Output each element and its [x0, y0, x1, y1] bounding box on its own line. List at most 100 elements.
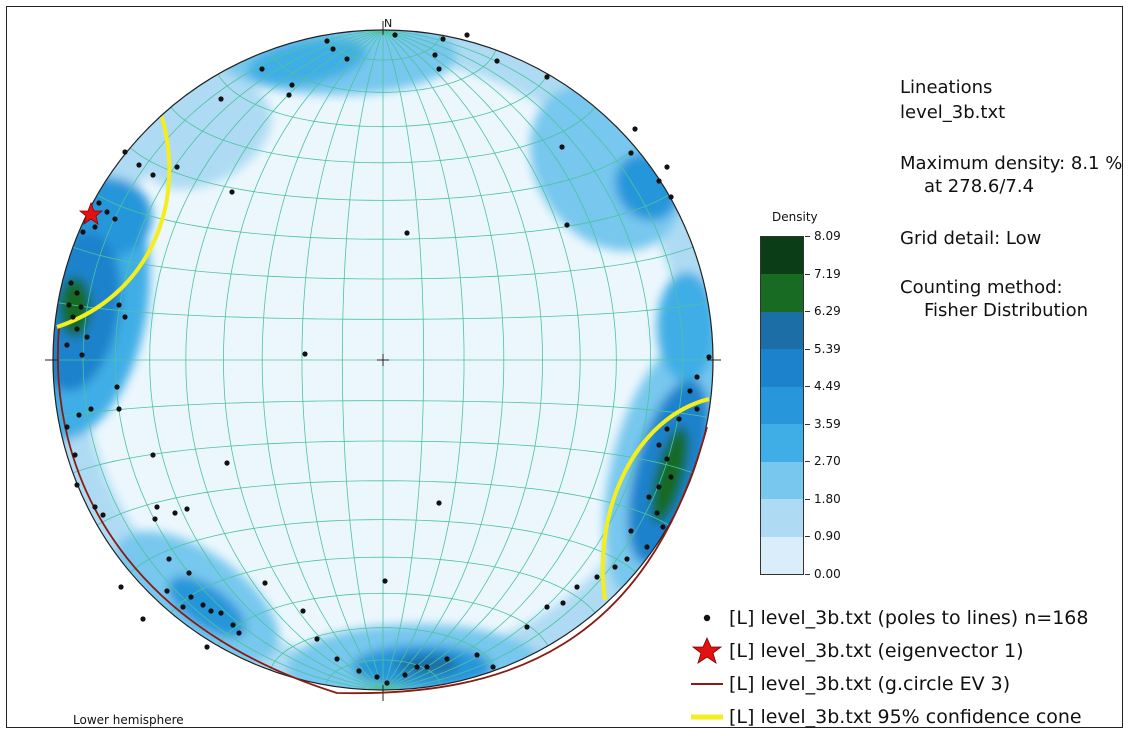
dot-icon: [687, 604, 727, 632]
counting-method-value: Fisher Distribution: [924, 300, 1089, 321]
colorbar-band: [761, 424, 803, 462]
pole-point: [92, 224, 98, 230]
pole-point: [72, 452, 78, 458]
colorbar-tick-label: 4.49: [814, 379, 841, 394]
pole-point: [300, 608, 306, 614]
pole-point: [444, 656, 450, 662]
pole-point: [79, 352, 85, 358]
colorbar-tick-label: 3.59: [814, 416, 841, 431]
legend-item: [L] level_3b.txt (g.circle EV 3): [687, 670, 1010, 698]
pole-point: [694, 374, 700, 380]
colorbar-tick: [805, 236, 810, 237]
legend-item: [L] level_3b.txt (poles to lines) n=168: [687, 604, 1089, 632]
pole-point: [78, 304, 84, 310]
pole-point: [440, 36, 446, 42]
cardinal-ticks: [45, 21, 721, 701]
confidence-cone-east: [600, 397, 710, 601]
pole-point: [229, 189, 235, 195]
pole-point: [74, 290, 80, 296]
legend-label: [L] level_3b.txt (eigenvector 1): [729, 640, 1024, 662]
pole-point: [574, 584, 580, 590]
pole-point: [694, 406, 700, 412]
pole-point: [524, 624, 530, 630]
pole-point: [384, 680, 390, 686]
pole-point: [122, 149, 128, 155]
pole-point: [204, 644, 210, 650]
pole-point: [208, 608, 214, 614]
pole-point: [74, 326, 80, 332]
pole-point: [668, 474, 674, 480]
pole-point: [436, 500, 442, 506]
pole-point: [164, 588, 170, 594]
colorbar-tick-label: 7.19: [814, 266, 841, 281]
stereonet: [45, 21, 721, 701]
colorbar-band: [761, 349, 803, 387]
pole-point: [559, 144, 565, 150]
pole-point: [334, 656, 340, 662]
pole-point: [184, 506, 190, 512]
colorbar-tick: [805, 273, 810, 275]
pole-point: [259, 66, 265, 72]
colorbar-tick-label: 0.90: [814, 529, 841, 544]
density-colorbar: [760, 236, 804, 575]
pole-point: [436, 66, 442, 72]
pole-point: [656, 484, 662, 490]
pole-point: [104, 209, 110, 215]
pole-point: [174, 164, 180, 170]
colorbar-band: [761, 386, 803, 425]
pole-point: [172, 510, 178, 516]
colorbar-tick: [805, 423, 810, 425]
colorbar-band: [761, 499, 803, 537]
colorbar-tick: [805, 311, 810, 313]
pole-point: [140, 616, 146, 622]
pole-point: [112, 216, 118, 222]
north-label: N: [384, 17, 393, 30]
pole-point: [324, 38, 330, 44]
pole-point: [628, 150, 634, 156]
pole-point: [200, 602, 206, 608]
pole-point: [302, 351, 308, 357]
colorbar-band: [761, 237, 803, 275]
pole-point: [286, 92, 292, 98]
pole-point: [664, 426, 670, 432]
pole-point: [230, 622, 236, 628]
legend-label: [L] level_3b.txt (g.circle EV 3): [729, 673, 1011, 695]
pole-point: [150, 172, 156, 178]
colorbar-tick-label: 2.70: [814, 454, 841, 469]
legend-label: [L] level_3b.txt 95% confidence cone: [729, 706, 1082, 728]
pole-point: [676, 416, 682, 422]
pole-point: [624, 556, 630, 562]
pole-point: [404, 230, 410, 236]
pole-point: [402, 672, 408, 678]
colorbar-tick-label: 5.39: [814, 341, 841, 356]
pole-point: [218, 96, 224, 102]
thick-line-icon: [687, 703, 727, 731]
pole-point: [80, 229, 86, 235]
colorbar-band: [761, 311, 803, 350]
plot-frame: N Lower hemisphere Lineations level_3b.t…: [6, 6, 1123, 728]
pole-point: [330, 46, 336, 52]
colorbar-tick: [805, 348, 810, 350]
pole-point: [92, 504, 98, 510]
colorbar-tick-label: 6.29: [814, 304, 841, 319]
colorbar-tick: [805, 574, 810, 575]
pole-point: [76, 412, 82, 418]
eigenvector-star: [78, 201, 104, 225]
pole-point: [564, 222, 570, 228]
pole-point: [218, 610, 224, 616]
pole-point: [122, 314, 128, 320]
pole-point: [154, 504, 160, 510]
colorbar-band: [761, 536, 803, 574]
pole-point: [382, 578, 388, 584]
info-file: level_3b.txt: [900, 102, 1006, 123]
pole-point: [236, 630, 242, 636]
max-density-location: at 278.6/7.4: [924, 176, 1035, 197]
colorbar-tick-label: 0.00: [814, 567, 841, 581]
grid-detail-text: Grid detail: Low: [900, 228, 1042, 249]
legend-item: [L] level_3b.txt 95% confidence cone: [687, 703, 1082, 731]
pole-point: [490, 664, 496, 670]
pole-point: [136, 162, 142, 168]
pole-point: [706, 354, 712, 360]
pole-point: [544, 74, 550, 80]
pole-point: [96, 200, 102, 206]
